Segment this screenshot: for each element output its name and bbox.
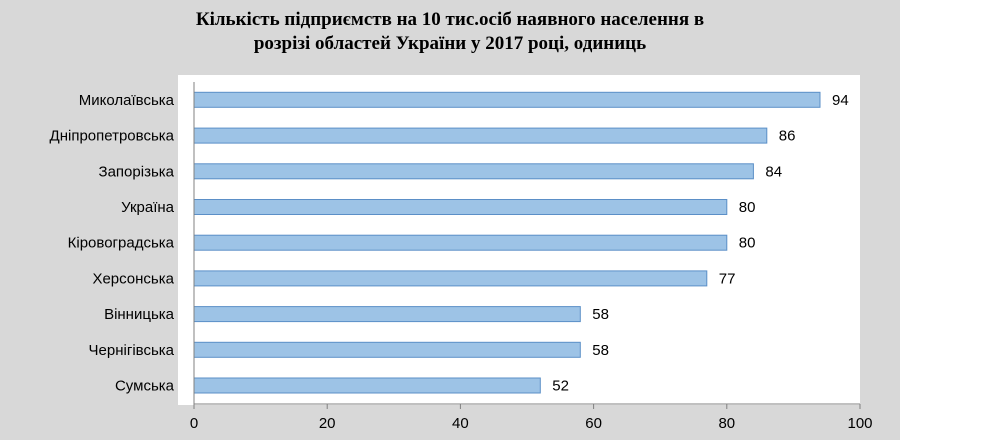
bar: [193, 377, 541, 394]
value-label: 52: [552, 378, 569, 395]
bar: [193, 234, 728, 251]
value-label: 58: [592, 342, 609, 359]
value-label: 94: [832, 92, 849, 109]
x-tick-label: 20: [319, 415, 336, 432]
category-label: Сумська: [115, 378, 175, 395]
chart-title-line-2: розрізі областей України у 2017 році, од…: [253, 33, 647, 54]
chart-title-line-1: Кількість підприємств на 10 тис.осіб ная…: [195, 9, 705, 30]
x-tick-label: 80: [718, 415, 735, 432]
chart-title: Кількість підприємств на 10 тис.осіб ная…: [0, 8, 900, 56]
category-label: Херсонська: [92, 270, 174, 287]
category-label: Дніпропетровська: [50, 128, 175, 145]
bar-chart: Миколаївська 94 Дніпропетровська 86 Запорізь…: [50, 75, 873, 432]
value-label: 58: [592, 306, 609, 323]
category-label: Запорізька: [99, 163, 175, 180]
category-label: Вінницька: [104, 306, 175, 323]
bar: [193, 270, 708, 287]
value-label: 84: [765, 163, 782, 180]
value-label: 80: [739, 235, 756, 252]
bar: [193, 91, 821, 108]
bar: [193, 127, 768, 144]
category-label: Чернігівська: [89, 342, 175, 359]
value-label: 77: [719, 270, 736, 287]
value-label: 80: [739, 199, 756, 216]
x-tick-label: 40: [452, 415, 469, 432]
x-tick-label: 60: [585, 415, 602, 432]
category-label: Кіровоградська: [68, 235, 175, 252]
bar: [193, 163, 754, 180]
category-label: Миколаївська: [79, 92, 175, 109]
chart-frame: Кількість підприємств на 10 тис.осіб ная…: [0, 0, 900, 440]
category-label: Україна: [121, 199, 175, 216]
bar: [193, 306, 581, 323]
x-tick-label: 100: [847, 415, 872, 432]
bar: [193, 199, 728, 215]
bar: [193, 341, 581, 358]
value-label: 86: [779, 128, 796, 145]
x-tick-label: 0: [190, 415, 198, 432]
